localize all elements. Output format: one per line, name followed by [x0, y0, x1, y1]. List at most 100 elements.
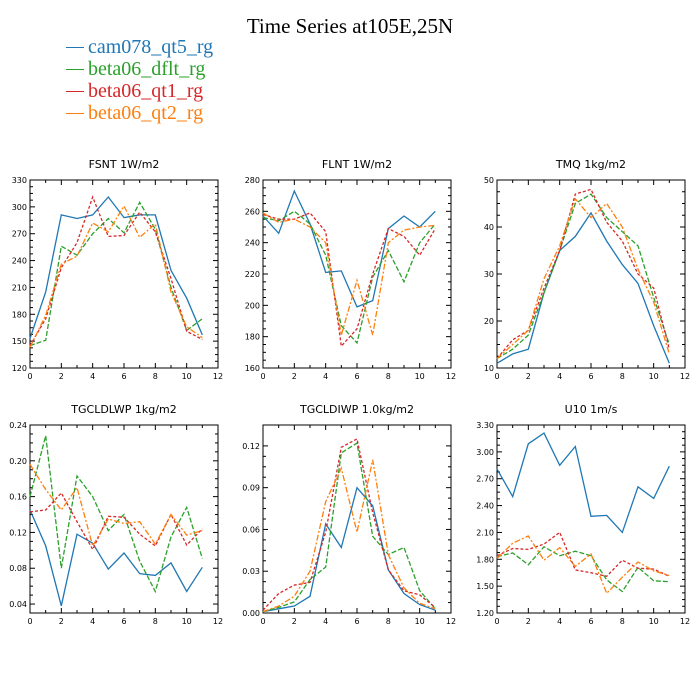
y-tick-label: 330 [12, 176, 27, 185]
series-line-beta06_qt2_rg [29, 204, 203, 348]
series-line-beta06_qt1_rg [29, 491, 203, 551]
chart-panel: FSNT 1W/m2 0 2 4 6 8 10 12 120 150 180 210 240 270 300… [12, 158, 223, 381]
y-tick-label: 0.08 [9, 564, 27, 573]
y-tick-label: 1.50 [476, 582, 494, 591]
y-tick-label: 0.09 [242, 484, 260, 493]
x-tick-label: 8 [386, 372, 391, 381]
y-tick-label: 0.00 [242, 609, 260, 618]
y-tick-label: 120 [12, 364, 27, 373]
series-line-beta06_qt1_rg [496, 531, 670, 578]
series-line-beta06_qt2_rg [496, 197, 670, 360]
y-tick-label: 0.04 [9, 600, 27, 609]
x-tick-label: 2 [292, 617, 297, 626]
panel-title: TGCLDLWP 1kg/m2 [70, 403, 176, 416]
y-tick-label: 0.24 [9, 421, 27, 430]
x-tick-label: 12 [680, 617, 690, 626]
plot-frame [262, 179, 452, 369]
x-tick-label: 0 [494, 617, 499, 626]
plot-frame [496, 179, 686, 369]
x-tick-label: 4 [90, 372, 95, 381]
legend-label: beta06_dflt_rg [88, 58, 206, 80]
chart-panel: TMQ 1kg/m2 0 2 4 6 8 10 12 10 20 30 40 50 [484, 158, 690, 381]
y-tick-label: 0.03 [242, 567, 260, 576]
x-tick-label: 12 [446, 617, 456, 626]
series-line-cam078_qt5_rg [29, 195, 203, 339]
x-tick-label: 10 [649, 372, 659, 381]
y-tick-label: 0.20 [9, 457, 27, 466]
panel-title: FLNT 1W/m2 [322, 158, 392, 171]
legend-item: beta06_dflt_rg [66, 58, 213, 80]
x-tick-label: 4 [90, 617, 95, 626]
legend-label: beta06_qt1_rg [88, 80, 204, 102]
panel-title: U10 1m/s [565, 403, 618, 416]
x-tick-label: 12 [446, 372, 456, 381]
series-line-beta06_qt1_rg [29, 195, 203, 346]
x-tick-label: 2 [292, 372, 297, 381]
y-tick-label: 2.10 [476, 528, 494, 537]
x-tick-label: 4 [557, 617, 562, 626]
panel-title: TGCLDIWP 1.0kg/m2 [299, 403, 414, 416]
page-title: Time Series at105E,25N [246, 14, 454, 38]
y-tick-label: 270 [12, 230, 27, 239]
y-tick-label: 0.12 [9, 528, 27, 537]
series-line-beta06_qt1_rg [262, 437, 436, 611]
y-tick-label: 150 [12, 337, 27, 346]
x-tick-label: 0 [27, 372, 32, 381]
legend-label: cam078_qt5_rg [88, 36, 214, 58]
series-line-beta06_dflt_rg [496, 193, 670, 360]
y-tick-label: 300 [12, 203, 27, 212]
x-tick-label: 0 [260, 372, 265, 381]
x-tick-label: 2 [59, 617, 64, 626]
y-tick-label: 280 [245, 176, 260, 185]
x-tick-label: 8 [153, 617, 158, 626]
plot-frame [262, 424, 452, 614]
y-tick-label: 30 [484, 270, 494, 279]
series-line-beta06_qt1_rg [496, 188, 670, 360]
y-tick-label: 20 [484, 317, 494, 326]
x-tick-label: 0 [27, 617, 32, 626]
legend-item: cam078_qt5_rg [66, 36, 213, 58]
x-tick-label: 8 [620, 372, 625, 381]
series-line-beta06_dflt_rg [262, 442, 436, 613]
y-tick-label: 200 [245, 301, 260, 310]
legend-swatch [66, 90, 84, 92]
plot-frame [29, 179, 219, 369]
y-tick-label: 180 [245, 333, 260, 342]
x-tick-label: 4 [323, 617, 328, 626]
x-tick-label: 0 [494, 372, 499, 381]
chart-panel: U10 1m/s 0 2 4 6 8 10 12 1.20 1.50 1.80 2.10 2.40 2.7… [476, 403, 690, 626]
y-tick-label: 0.16 [9, 493, 27, 502]
series-line-beta06_dflt_rg [29, 435, 203, 594]
x-tick-label: 12 [213, 372, 223, 381]
x-tick-label: 2 [526, 372, 531, 381]
y-tick-label: 240 [245, 239, 260, 248]
series-line-cam078_qt5_rg [496, 211, 670, 364]
y-tick-label: 3.00 [476, 448, 494, 457]
x-tick-label: 6 [121, 372, 126, 381]
legend-label: beta06_qt2_rg [88, 102, 204, 124]
series-line-cam078_qt5_rg [262, 486, 436, 613]
y-tick-label: 0.12 [242, 442, 260, 451]
y-tick-label: 1.80 [476, 555, 494, 564]
x-tick-label: 8 [386, 617, 391, 626]
legend-item: beta06_qt2_rg [66, 102, 213, 124]
x-tick-label: 12 [213, 617, 223, 626]
panel-title: FSNT 1W/m2 [89, 158, 160, 171]
x-tick-label: 10 [415, 617, 425, 626]
series-line-beta06_qt2_rg [496, 535, 670, 595]
x-tick-label: 6 [588, 617, 593, 626]
series-line-beta06_dflt_rg [29, 201, 203, 347]
legend-swatch [66, 46, 84, 48]
panel-title: TMQ 1kg/m2 [555, 158, 626, 171]
x-tick-label: 6 [354, 372, 359, 381]
series-line-beta06_dflt_rg [496, 545, 670, 593]
series-line-beta06_qt2_rg [262, 459, 436, 613]
series-line-beta06_dflt_rg [262, 210, 436, 345]
series-line-cam078_qt5_rg [262, 189, 436, 308]
x-tick-label: 12 [680, 372, 690, 381]
y-tick-label: 180 [12, 310, 27, 319]
legend-swatch [66, 112, 84, 114]
series-line-beta06_qt2_rg [262, 212, 436, 336]
legend: cam078_qt5_rg beta06_dflt_rg beta06_qt1_… [66, 36, 213, 124]
y-tick-label: 240 [12, 257, 27, 266]
